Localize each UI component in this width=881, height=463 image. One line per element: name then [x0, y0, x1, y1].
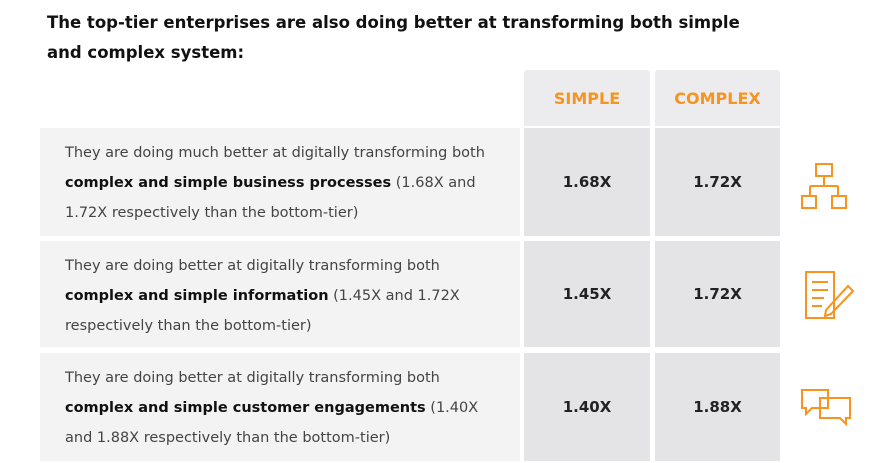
description-part: (1.68X and 1.72X respectively than the b… [65, 175, 476, 221]
title: The top-tier enterprises are also doing … [47, 13, 740, 62]
simple-value: 1.45X [524, 241, 650, 347]
column-header: COMPLEX [655, 70, 780, 126]
simple-value: 1.68X [524, 128, 650, 236]
description-part: They are doing much better at digitally … [65, 145, 485, 161]
description-part: complex and simple information [65, 288, 329, 304]
process-icon [801, 163, 847, 209]
description-part: They are doing better at digitally trans… [65, 258, 440, 274]
simple-value: 1.40X [524, 353, 650, 461]
row-description: They are doing much better at digitally … [40, 128, 520, 236]
row-description: They are doing better at digitally trans… [40, 353, 520, 461]
complex-value: 1.72X [655, 128, 780, 236]
complex-value: 1.88X [655, 353, 780, 461]
description-part: complex and simple business processes [65, 175, 392, 191]
description-part: (1.40X and 1.88X respectively than the b… [65, 400, 479, 446]
complex-value: 1.72X [655, 241, 780, 347]
column-header: SIMPLE [524, 70, 650, 126]
chat-icon [801, 389, 851, 427]
description-part: complex and simple customer engagements [65, 400, 426, 416]
description-part: (1.45X and 1.72X respectively than the b… [65, 288, 460, 334]
description-part: They are doing better at digitally trans… [65, 370, 440, 386]
document-icon [805, 271, 855, 319]
row-description: They are doing better at digitally trans… [40, 241, 520, 347]
